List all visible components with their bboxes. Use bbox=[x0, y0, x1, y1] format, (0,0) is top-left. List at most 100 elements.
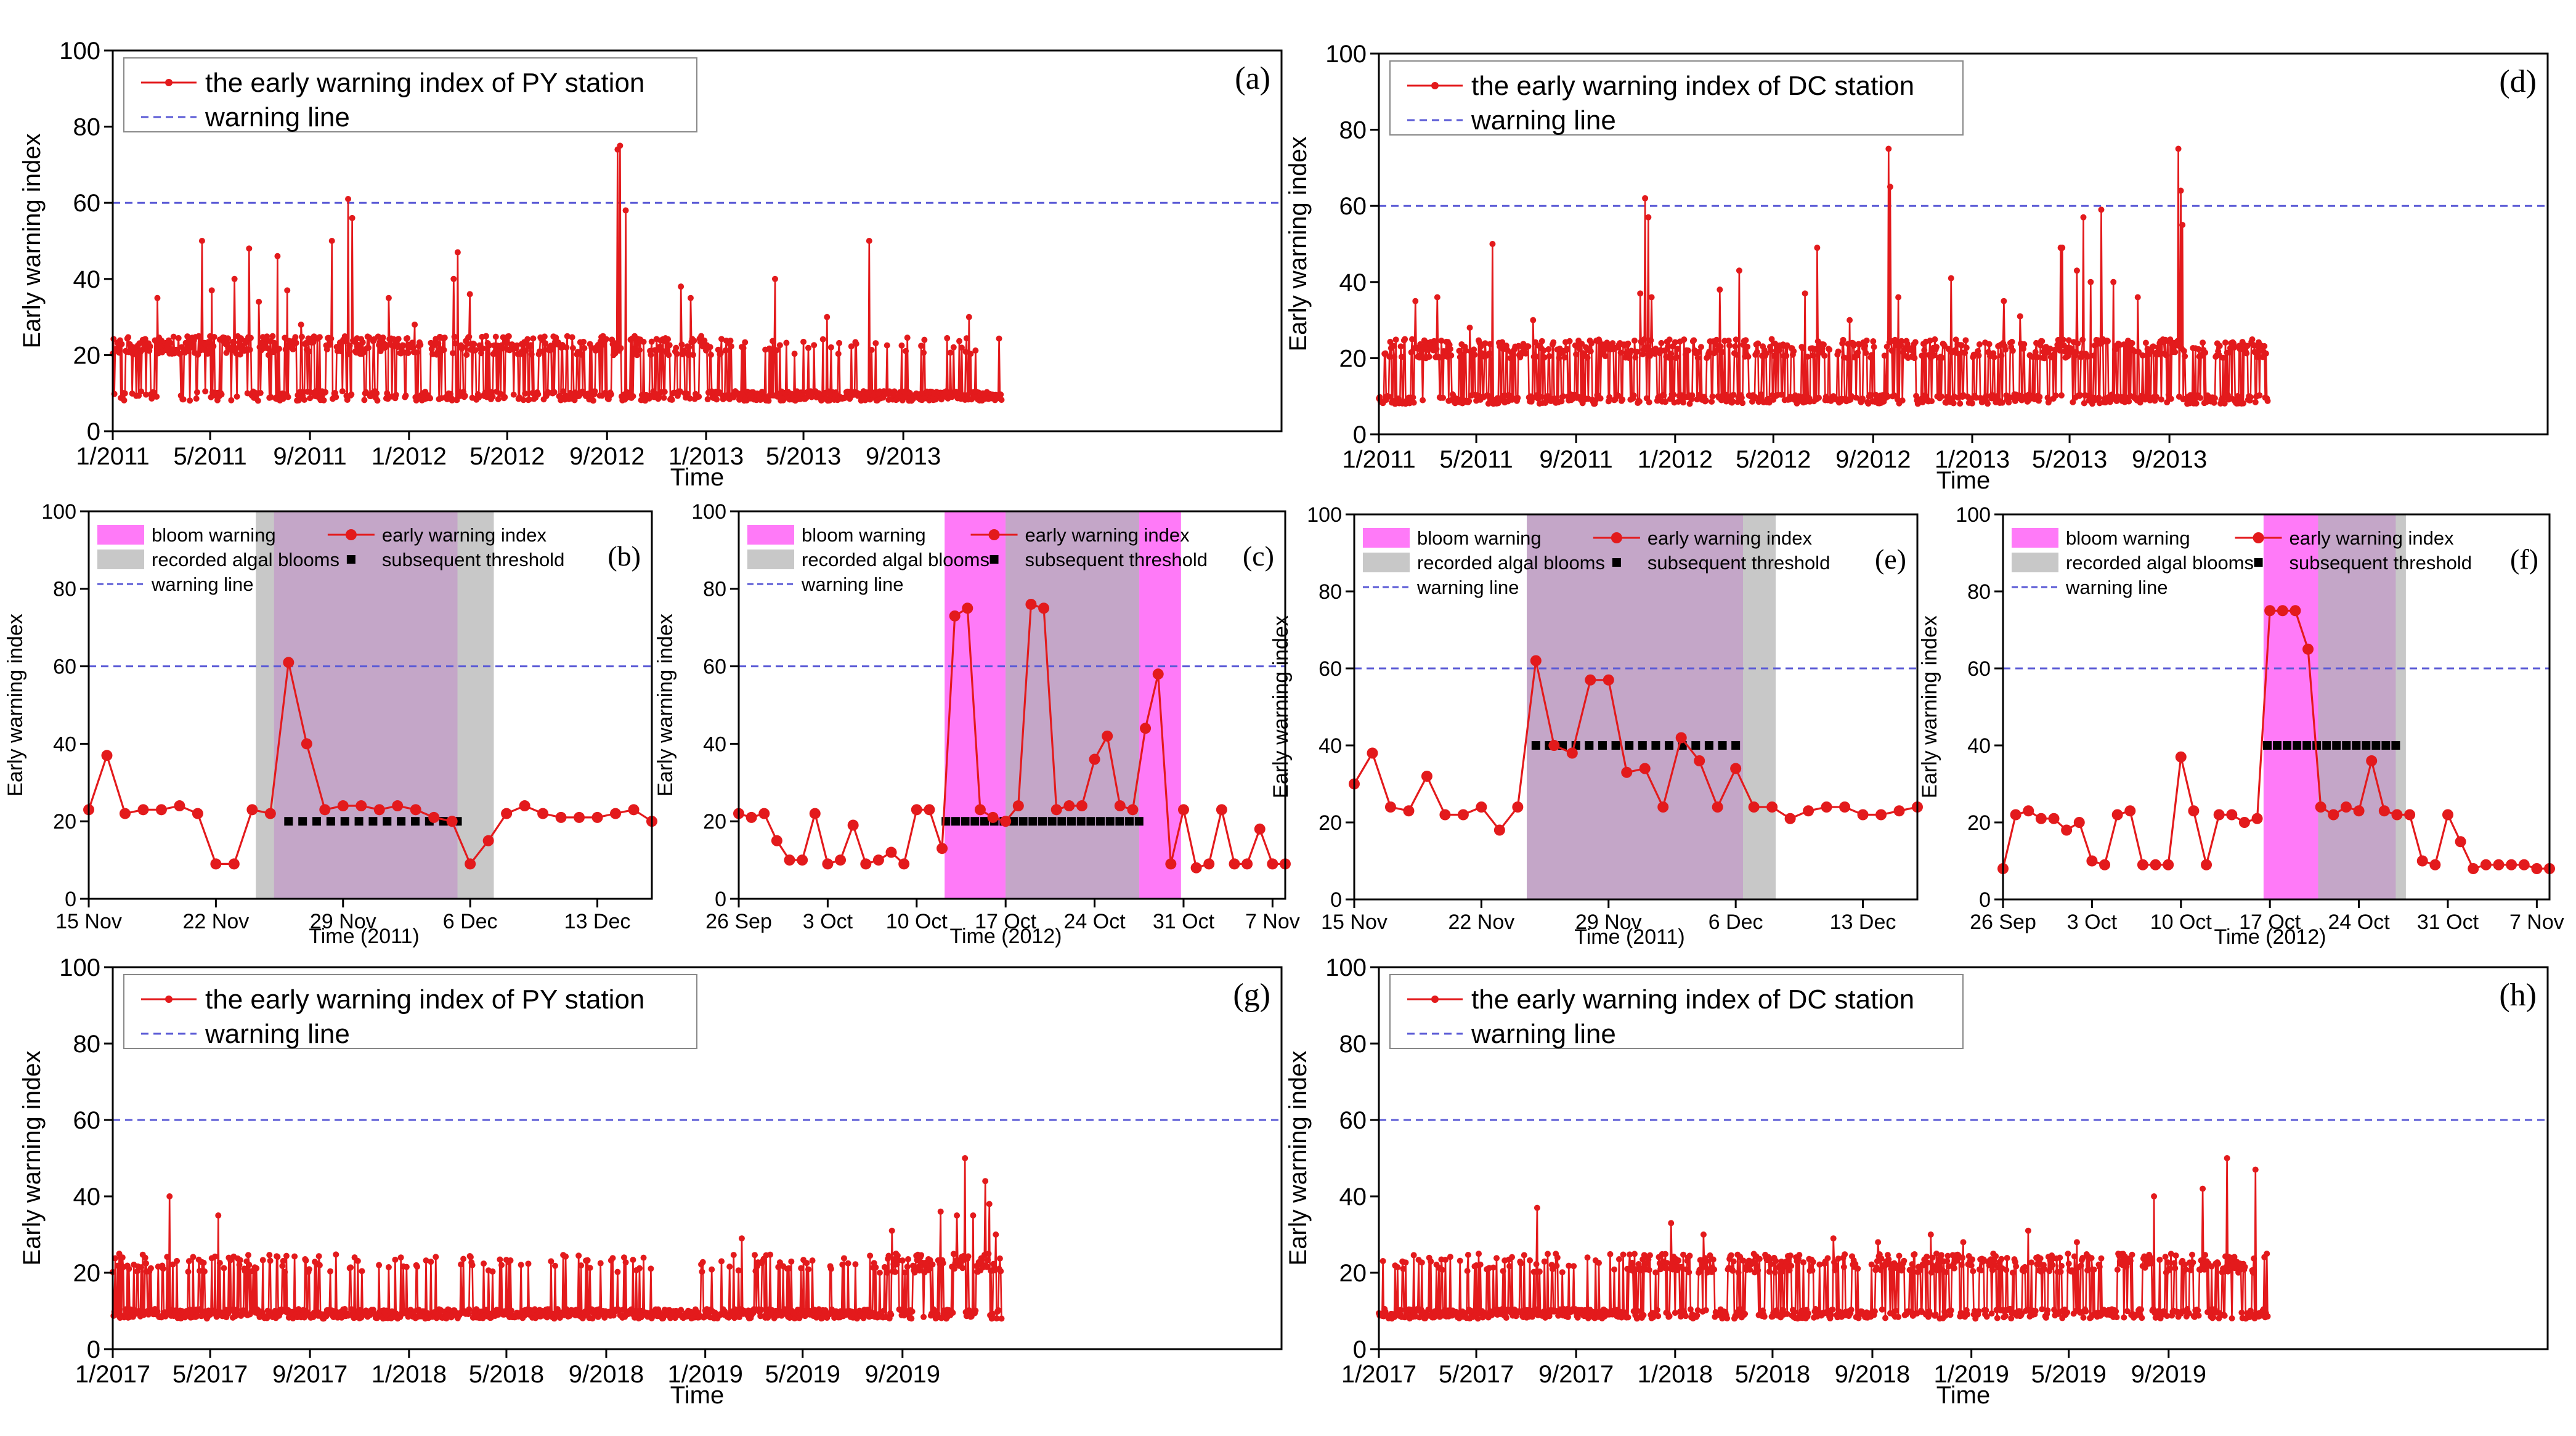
data-point bbox=[2215, 1260, 2222, 1267]
data-point bbox=[320, 397, 327, 404]
data-point bbox=[2073, 1239, 2080, 1246]
data-point bbox=[1702, 1307, 1709, 1313]
data-point bbox=[201, 1268, 208, 1275]
data-point bbox=[1824, 1255, 1831, 1262]
data-point bbox=[2241, 1264, 2248, 1270]
data-point bbox=[835, 351, 842, 357]
data-point bbox=[361, 397, 368, 404]
data-point bbox=[310, 339, 317, 346]
data-point bbox=[126, 1265, 132, 1272]
legend-bloom-swatch bbox=[747, 525, 794, 545]
data-point bbox=[2148, 1260, 2155, 1267]
data-point bbox=[119, 808, 131, 819]
threshold-marker bbox=[1028, 817, 1038, 826]
data-point bbox=[382, 341, 389, 348]
data-point bbox=[847, 819, 859, 831]
data-point bbox=[2073, 349, 2079, 355]
data-point bbox=[2057, 1254, 2063, 1261]
data-point bbox=[1766, 1268, 1773, 1275]
data-point bbox=[596, 345, 603, 352]
x-tick-label: 9/2019 bbox=[2131, 1361, 2206, 1388]
data-point bbox=[2202, 1252, 2209, 1259]
data-point bbox=[827, 344, 834, 351]
data-point bbox=[404, 335, 411, 341]
data-point bbox=[1893, 1307, 1899, 1314]
data-point bbox=[885, 1252, 892, 1259]
data-point bbox=[2044, 1307, 2051, 1314]
x-tick-label: 9/2018 bbox=[1835, 1361, 1910, 1388]
data-point bbox=[1901, 1257, 1908, 1264]
data-point bbox=[410, 804, 421, 816]
data-point bbox=[2005, 399, 2012, 406]
data-point bbox=[228, 858, 240, 870]
data-point bbox=[911, 804, 922, 816]
data-point bbox=[1664, 344, 1671, 351]
data-point bbox=[920, 1313, 927, 1320]
data-point bbox=[1694, 755, 1705, 766]
data-point bbox=[1675, 732, 1687, 744]
threshold-marker bbox=[1638, 741, 1647, 750]
threshold-marker bbox=[1076, 817, 1086, 826]
y-tick-label: 0 bbox=[65, 888, 76, 911]
data-point bbox=[885, 846, 897, 858]
data-point bbox=[709, 1266, 715, 1273]
data-point bbox=[904, 1264, 911, 1270]
data-point bbox=[1884, 393, 1891, 400]
data-point bbox=[1805, 1310, 1811, 1317]
data-point bbox=[1518, 1260, 1524, 1267]
data-point bbox=[1588, 340, 1595, 347]
data-point bbox=[809, 808, 821, 819]
panel-letter: (c) bbox=[1243, 540, 1274, 572]
data-point bbox=[998, 397, 1005, 404]
data-point bbox=[603, 336, 609, 343]
legend-label: subsequent threshold bbox=[1648, 552, 1830, 574]
data-point bbox=[1681, 336, 1688, 343]
data-point bbox=[187, 397, 193, 404]
data-point bbox=[1140, 723, 1152, 734]
data-point bbox=[458, 1261, 465, 1268]
data-point bbox=[1471, 346, 1477, 353]
data-point bbox=[292, 334, 299, 341]
data-point bbox=[1970, 1268, 1977, 1275]
threshold-marker bbox=[961, 817, 970, 826]
data-point bbox=[1114, 800, 1126, 812]
data-point bbox=[811, 342, 818, 349]
data-point bbox=[1566, 338, 1573, 344]
data-point bbox=[2254, 354, 2261, 360]
data-point bbox=[1530, 655, 1542, 667]
data-point bbox=[319, 804, 331, 816]
data-point bbox=[752, 1252, 758, 1259]
data-point bbox=[1991, 354, 1997, 360]
data-point bbox=[316, 334, 323, 341]
data-point bbox=[1739, 400, 1746, 407]
panel-letter: (f) bbox=[2510, 543, 2538, 575]
data-point bbox=[303, 339, 309, 346]
x-tick-label: 3 Oct bbox=[2067, 911, 2118, 934]
y-tick-label: 20 bbox=[1967, 811, 1991, 835]
data-point bbox=[970, 1212, 977, 1219]
data-point bbox=[237, 1257, 243, 1264]
data-point bbox=[1728, 1252, 1734, 1259]
data-point bbox=[1410, 399, 1417, 406]
data-point bbox=[333, 1251, 339, 1258]
data-point bbox=[246, 804, 258, 816]
data-point bbox=[1839, 801, 1851, 813]
data-point bbox=[956, 338, 963, 344]
data-point bbox=[1726, 342, 1733, 349]
data-point bbox=[2104, 338, 2111, 344]
legend-label: warning line bbox=[1416, 577, 1519, 598]
data-point bbox=[784, 854, 795, 866]
data-point bbox=[1761, 1313, 1768, 1320]
data-point bbox=[323, 346, 330, 353]
data-point bbox=[333, 394, 339, 400]
data-point bbox=[234, 393, 240, 400]
data-point bbox=[704, 396, 711, 403]
data-point bbox=[2518, 859, 2530, 870]
data-point bbox=[2493, 859, 2505, 870]
data-point bbox=[1850, 343, 1857, 349]
data-point bbox=[1999, 399, 2005, 406]
data-point bbox=[786, 1265, 792, 1272]
data-point bbox=[962, 349, 969, 355]
data-point bbox=[2041, 355, 2048, 362]
data-point bbox=[1514, 394, 1521, 401]
